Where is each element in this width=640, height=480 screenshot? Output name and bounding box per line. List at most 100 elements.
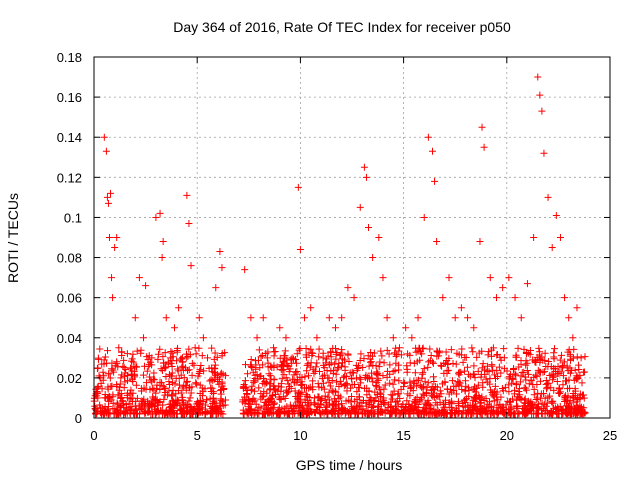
data-point bbox=[102, 147, 110, 155]
background-point bbox=[272, 386, 280, 394]
data-point bbox=[270, 344, 278, 352]
background-point bbox=[194, 372, 202, 380]
background-point bbox=[459, 358, 467, 366]
background-point bbox=[323, 410, 331, 418]
background-point bbox=[392, 398, 400, 406]
background-point bbox=[573, 353, 581, 361]
background-point bbox=[150, 369, 158, 377]
background-point bbox=[404, 350, 412, 358]
background-point bbox=[452, 360, 460, 368]
data-point bbox=[476, 238, 484, 246]
background-point bbox=[270, 348, 278, 356]
background-point bbox=[488, 352, 496, 360]
background-point bbox=[170, 410, 178, 418]
background-point bbox=[403, 397, 411, 405]
background-point bbox=[185, 366, 193, 374]
data-point bbox=[402, 324, 410, 332]
background-point bbox=[517, 378, 525, 386]
background-point bbox=[565, 376, 573, 384]
background-point bbox=[304, 360, 312, 368]
data-point bbox=[414, 314, 422, 322]
background-point bbox=[365, 374, 373, 382]
data-point bbox=[428, 147, 436, 155]
background-point bbox=[291, 379, 299, 387]
x-tick-labels: 0 5 10 15 20 25 bbox=[90, 428, 617, 443]
background-point bbox=[335, 410, 343, 418]
background-point bbox=[427, 386, 435, 394]
background-point bbox=[508, 409, 516, 417]
background-point bbox=[414, 409, 422, 417]
background-point bbox=[349, 404, 357, 412]
background-point bbox=[421, 399, 429, 407]
background-point bbox=[156, 398, 164, 406]
background-point bbox=[532, 371, 540, 379]
background-point bbox=[381, 381, 389, 389]
background-point bbox=[159, 353, 167, 361]
background-point bbox=[388, 395, 396, 403]
background-point bbox=[152, 389, 160, 397]
data-point bbox=[103, 193, 111, 201]
data-point bbox=[569, 334, 577, 342]
background-point bbox=[149, 393, 157, 401]
background-point bbox=[575, 366, 583, 374]
background-point bbox=[168, 392, 176, 400]
background-point bbox=[522, 409, 530, 417]
background-point bbox=[551, 345, 559, 353]
background-point bbox=[198, 352, 206, 360]
data-point bbox=[212, 284, 220, 292]
background-point bbox=[158, 379, 166, 387]
background-point bbox=[514, 403, 522, 411]
background-point bbox=[168, 349, 176, 357]
background-point bbox=[498, 408, 506, 416]
data-point bbox=[185, 219, 193, 227]
background-point bbox=[425, 405, 433, 413]
data-point bbox=[420, 213, 428, 221]
background-point bbox=[164, 358, 172, 366]
background-point bbox=[350, 380, 358, 388]
background-point bbox=[209, 399, 217, 407]
background-point bbox=[485, 348, 493, 356]
background-point bbox=[137, 400, 145, 408]
data-point bbox=[552, 211, 560, 219]
data-point bbox=[166, 354, 174, 362]
background-point bbox=[406, 359, 414, 367]
data-point bbox=[408, 334, 416, 342]
background-point bbox=[248, 364, 256, 372]
background-point bbox=[493, 351, 501, 359]
background-point bbox=[372, 394, 380, 402]
background-point bbox=[492, 390, 500, 398]
background-point bbox=[179, 384, 187, 392]
background-point bbox=[355, 384, 363, 392]
background-point bbox=[96, 404, 104, 412]
background-point bbox=[196, 405, 204, 413]
background-point bbox=[311, 394, 319, 402]
background-point bbox=[109, 391, 117, 399]
background-point bbox=[474, 381, 482, 389]
background-point bbox=[574, 375, 582, 383]
background-point bbox=[479, 379, 487, 387]
y-tick-label: 0.14 bbox=[57, 130, 82, 145]
background-point bbox=[323, 355, 331, 363]
background-point bbox=[543, 379, 551, 387]
background-point bbox=[345, 357, 353, 365]
background-point bbox=[142, 385, 150, 393]
background-point bbox=[491, 371, 499, 379]
background-point bbox=[280, 371, 288, 379]
background-point bbox=[500, 345, 508, 353]
background-point bbox=[190, 361, 198, 369]
background-point bbox=[455, 371, 463, 379]
background-point bbox=[247, 386, 255, 394]
background-point bbox=[561, 398, 569, 406]
background-point bbox=[395, 347, 403, 355]
background-point bbox=[123, 391, 131, 399]
background-point bbox=[217, 390, 225, 398]
background-point bbox=[211, 361, 219, 369]
background-point bbox=[335, 382, 343, 390]
data-point bbox=[536, 91, 544, 99]
background-point bbox=[540, 368, 548, 376]
background-point bbox=[305, 400, 313, 408]
background-point bbox=[207, 410, 215, 418]
background-point bbox=[343, 380, 351, 388]
background-point bbox=[188, 371, 196, 379]
background-point bbox=[511, 386, 519, 394]
